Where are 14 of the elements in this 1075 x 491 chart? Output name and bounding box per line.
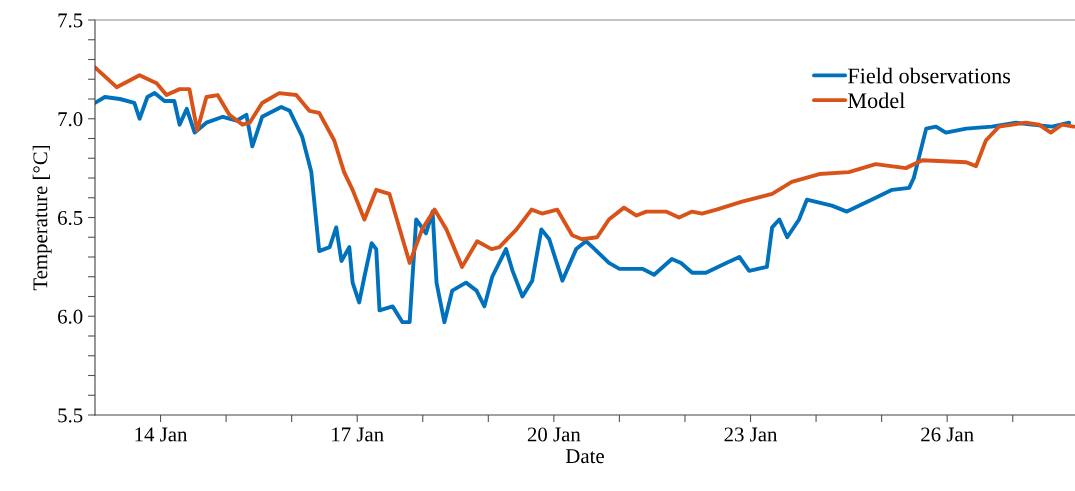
- y-tick-label: 6.5: [58, 210, 83, 226]
- x-tick-label: 26 Jan: [921, 427, 974, 442]
- x-axis-title: Date: [565, 449, 604, 464]
- legend-label: Field observations: [847, 67, 1011, 84]
- y-tick-label: 7.0: [58, 112, 83, 127]
- legend-label: Model: [847, 92, 905, 109]
- x-tick-label: 17 Jan: [332, 427, 384, 442]
- x-tick-label: 20 Jan: [527, 427, 581, 442]
- y-tick-label: 6.0: [58, 309, 83, 324]
- x-tick-label: 14 Jan: [135, 427, 188, 442]
- y-tick-label: 7.5: [58, 13, 83, 28]
- y-tick-label: 5.5: [58, 408, 83, 423]
- y-axis-title: Temperature [°C]: [32, 145, 52, 291]
- x-tick-label: 23 Jan: [724, 427, 778, 442]
